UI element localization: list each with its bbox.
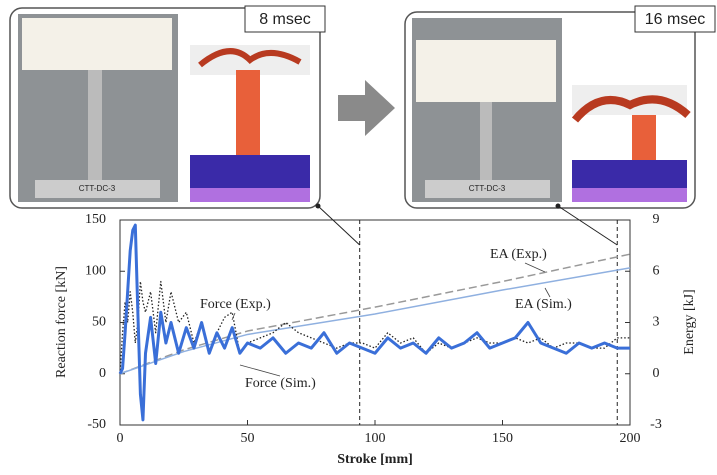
x-axis-label: Stroke [mm]: [337, 452, 413, 467]
time-box: [244, 5, 326, 33]
photo-block: [22, 18, 172, 70]
series-line: [118, 223, 630, 422]
sim-column: [236, 70, 260, 155]
x-tick-label: 0: [117, 431, 124, 446]
y-tick-label: 100: [85, 263, 106, 278]
y2-axis-label: Energy [kJ]: [682, 289, 697, 354]
plot-frame: [119, 219, 631, 426]
sim-crush: [198, 48, 302, 68]
time-label: 8 msec: [259, 11, 311, 28]
connector-dot: [315, 203, 321, 209]
sim-column: [632, 115, 656, 160]
photo-column: [88, 70, 102, 180]
y2-tick-label: 9: [653, 212, 660, 227]
specimen-label: CTT-DC-3: [469, 184, 506, 193]
connector-dot: [555, 203, 561, 209]
series-annotation: Force (Sim.): [245, 376, 316, 391]
panel-left: CTT-DC-3 8 msec: [9, 5, 326, 209]
series-line: [119, 267, 631, 375]
x-tick-label: 100: [365, 431, 386, 446]
x-tick-label: 200: [620, 431, 641, 446]
specimen-label: CTT-DC-3: [79, 184, 116, 193]
annotation-leader: [239, 364, 281, 377]
series-line: [119, 280, 630, 374]
y-tick-label: 150: [85, 212, 106, 227]
annotation-leader: [544, 287, 551, 298]
y2-tick-label: 3: [653, 315, 660, 330]
sim-base: [572, 160, 687, 190]
photo-column: [480, 102, 492, 182]
connector: [317, 205, 361, 246]
sim-floor: [190, 188, 310, 202]
series-line: [119, 253, 631, 375]
y-axis-label: Reaction force [kN]: [54, 266, 69, 378]
y-tick-label: -50: [87, 417, 106, 432]
y-tick-label: 0: [99, 366, 106, 381]
photo-base: [425, 180, 550, 198]
annotation-leader: [231, 312, 236, 321]
series-annotation: Force (Exp.): [200, 297, 271, 312]
sim-floor: [572, 188, 687, 202]
panel-right: CTT-DC-3 16 msec: [404, 5, 716, 209]
time-label: 16 msec: [645, 11, 705, 28]
y-tick-label: 50: [92, 315, 106, 330]
y2-tick-label: 6: [653, 263, 660, 278]
x-tick-label: 150: [492, 431, 513, 446]
photo-block: [416, 40, 556, 102]
arrow: [338, 80, 395, 136]
time-box: [634, 5, 716, 33]
series-annotation: EA (Sim.): [515, 297, 572, 312]
sim-crush: [571, 95, 691, 123]
series-annotation: EA (Exp.): [490, 247, 547, 262]
photo-base: [35, 180, 160, 198]
y2-tick-label: 0: [653, 366, 660, 381]
y2-tick-label: -3: [650, 417, 662, 432]
connector: [557, 205, 618, 246]
annotation-leader: [524, 262, 546, 273]
x-tick-label: 50: [241, 431, 255, 446]
